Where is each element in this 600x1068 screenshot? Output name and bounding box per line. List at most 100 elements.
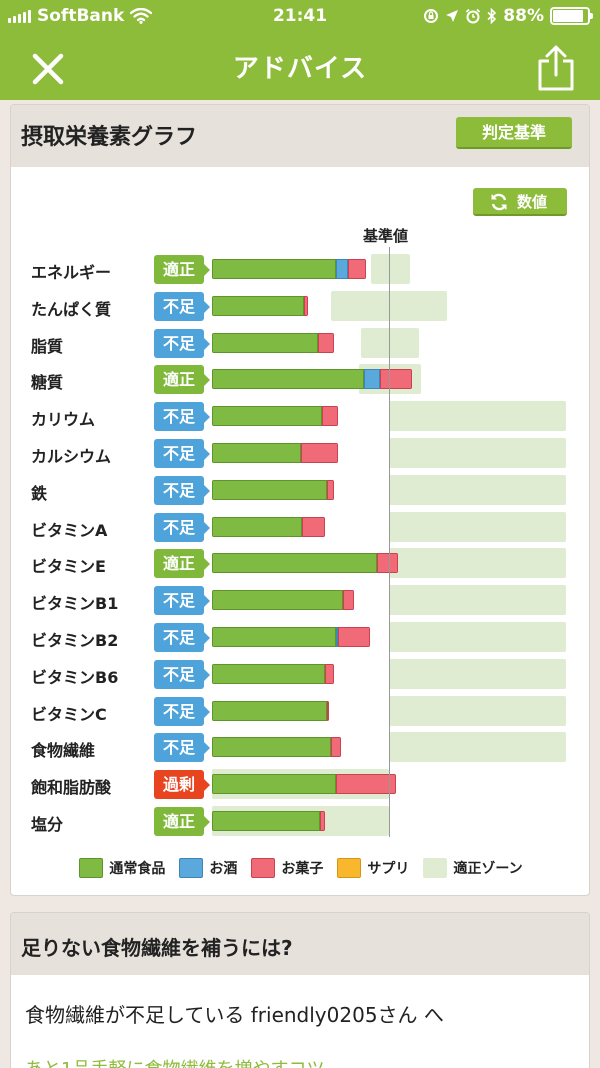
appropriate-zone xyxy=(389,511,566,542)
intake-bar xyxy=(212,700,330,721)
nutrient-row: ビタミンE 適正 xyxy=(11,547,589,579)
battery-level xyxy=(553,10,583,22)
bar-segment-food xyxy=(212,516,303,537)
legend-swatch xyxy=(179,858,204,878)
nutrient-row: 鉄 不足 xyxy=(11,474,589,506)
legend-swatch xyxy=(251,858,276,878)
status-time: 21:41 xyxy=(272,6,328,26)
intake-bar xyxy=(212,553,398,574)
status-badge: 適正 xyxy=(154,255,210,284)
nutrient-row: ビタミンB1 不足 xyxy=(11,584,589,616)
bar-segment-snack xyxy=(348,259,366,279)
status-right: 88% xyxy=(423,6,593,26)
standard-value-line xyxy=(389,247,390,837)
nutrient-row: ビタミンA 不足 xyxy=(11,511,589,543)
status-badge: 不足 xyxy=(154,696,210,726)
bar-segment-snack xyxy=(380,369,412,390)
intake-bar xyxy=(212,663,335,684)
nutrient-name: エネルギー xyxy=(31,263,112,282)
intake-bar xyxy=(212,627,370,647)
bar-segment-snack xyxy=(376,553,398,574)
bar-segment-snack xyxy=(327,700,330,721)
appropriate-zone xyxy=(389,585,566,616)
appropriate-zone xyxy=(371,254,411,284)
bar-segment-snack xyxy=(319,811,326,831)
legend-swatch xyxy=(423,858,448,878)
bar-segment-snack xyxy=(337,627,370,647)
intake-bar xyxy=(212,406,338,427)
advice-link[interactable]: あと1品手軽に食物繊維を増やすコツ xyxy=(25,1055,324,1068)
nutrient-row: ビタミンB6 不足 xyxy=(11,658,589,690)
bar-segment-food xyxy=(212,627,336,647)
nutrient-name: 糖質 xyxy=(31,373,64,393)
bar-segment-alcohol xyxy=(335,259,349,279)
nutrient-name: ビタミンA xyxy=(31,520,108,540)
bar-segment-snack xyxy=(330,737,342,758)
nutrient-name: カリウム xyxy=(31,410,96,430)
bluetooth-icon xyxy=(487,8,497,24)
bar-segment-food xyxy=(212,295,305,316)
status-bar: SoftBank 21:41 88% xyxy=(0,0,600,34)
signal-icon xyxy=(8,9,31,23)
legend-item: 通常食品 xyxy=(79,858,165,878)
nutrient-row: ビタミンC 不足 xyxy=(11,695,589,727)
intake-bar xyxy=(212,516,326,537)
bar-segment-food xyxy=(212,332,319,353)
bar-segment-snack xyxy=(327,479,335,500)
legend-label: お菓子 xyxy=(281,861,324,877)
close-icon[interactable] xyxy=(30,51,66,87)
bar-segment-food xyxy=(212,406,322,427)
bar-segment-food xyxy=(212,553,377,574)
bar-segment-food xyxy=(212,737,331,758)
nutrient-row: ビタミンB2 不足 xyxy=(11,621,589,653)
bar-segment-food xyxy=(212,590,343,611)
bar-segment-alcohol xyxy=(364,369,381,390)
legend-label: 適正ゾーン xyxy=(453,861,523,877)
appropriate-zone xyxy=(389,474,566,505)
bar-segment-snack xyxy=(335,774,397,795)
status-badge: 適正 xyxy=(154,807,210,836)
nutrient-row: 塩分 適正 xyxy=(11,805,589,837)
nutrient-row: 食物繊維 不足 xyxy=(11,731,589,763)
judgement-criteria-button[interactable]: 判定基準 xyxy=(456,117,572,149)
intake-bar xyxy=(212,332,335,353)
advice-panel-header: 足りない食物繊維を補うには? xyxy=(11,913,589,975)
intake-bar xyxy=(212,737,342,758)
chart-legend: 通常食品 お酒 お菓子 サプリ 適正ゾーン xyxy=(11,853,589,883)
legend-item: サプリ xyxy=(337,858,409,878)
bar-segment-snack xyxy=(302,516,326,537)
nutrient-row: 糖質 適正 xyxy=(11,363,589,395)
status-badge: 不足 xyxy=(154,475,210,505)
refresh-icon xyxy=(491,193,507,211)
status-badge: 不足 xyxy=(154,733,210,763)
status-badge: 不足 xyxy=(154,328,210,358)
nutrient-name: 脂質 xyxy=(31,336,64,356)
status-badge: 不足 xyxy=(154,439,210,468)
appropriate-zone xyxy=(389,658,566,689)
legend-label: 通常食品 xyxy=(109,861,166,877)
bar-segment-alcohol xyxy=(335,627,338,647)
bar-segment-food xyxy=(212,663,326,684)
graph-panel-header: 摂取栄養素グラフ 判定基準 xyxy=(11,105,589,167)
nutrient-name: ビタミンE xyxy=(31,557,106,577)
appropriate-zone xyxy=(389,548,566,579)
battery-percent: 88% xyxy=(503,6,544,26)
show-values-button[interactable]: 数値 xyxy=(473,188,567,216)
status-badge: 不足 xyxy=(154,586,210,616)
intake-bar xyxy=(212,295,308,316)
nutrient-name: ビタミンB6 xyxy=(31,667,119,687)
share-icon[interactable] xyxy=(534,44,578,92)
legend-item: お菓子 xyxy=(251,858,323,878)
bar-segment-food xyxy=(212,443,301,463)
nutrient-row: カリウム 不足 xyxy=(11,400,589,432)
nutrient-row: エネルギー 適正 xyxy=(11,253,589,285)
intake-bar xyxy=(212,259,366,279)
nutrient-name: 食物繊維 xyxy=(31,741,96,761)
nutrient-row: 飽和脂肪酸 過剰 xyxy=(11,768,589,800)
status-badge: 適正 xyxy=(154,365,210,395)
bar-segment-food xyxy=(212,259,336,279)
status-badge: 過剰 xyxy=(154,770,210,800)
carrier-name: SoftBank xyxy=(37,6,125,26)
nutrient-name: 鉄 xyxy=(31,483,48,503)
alarm-icon xyxy=(466,8,481,24)
